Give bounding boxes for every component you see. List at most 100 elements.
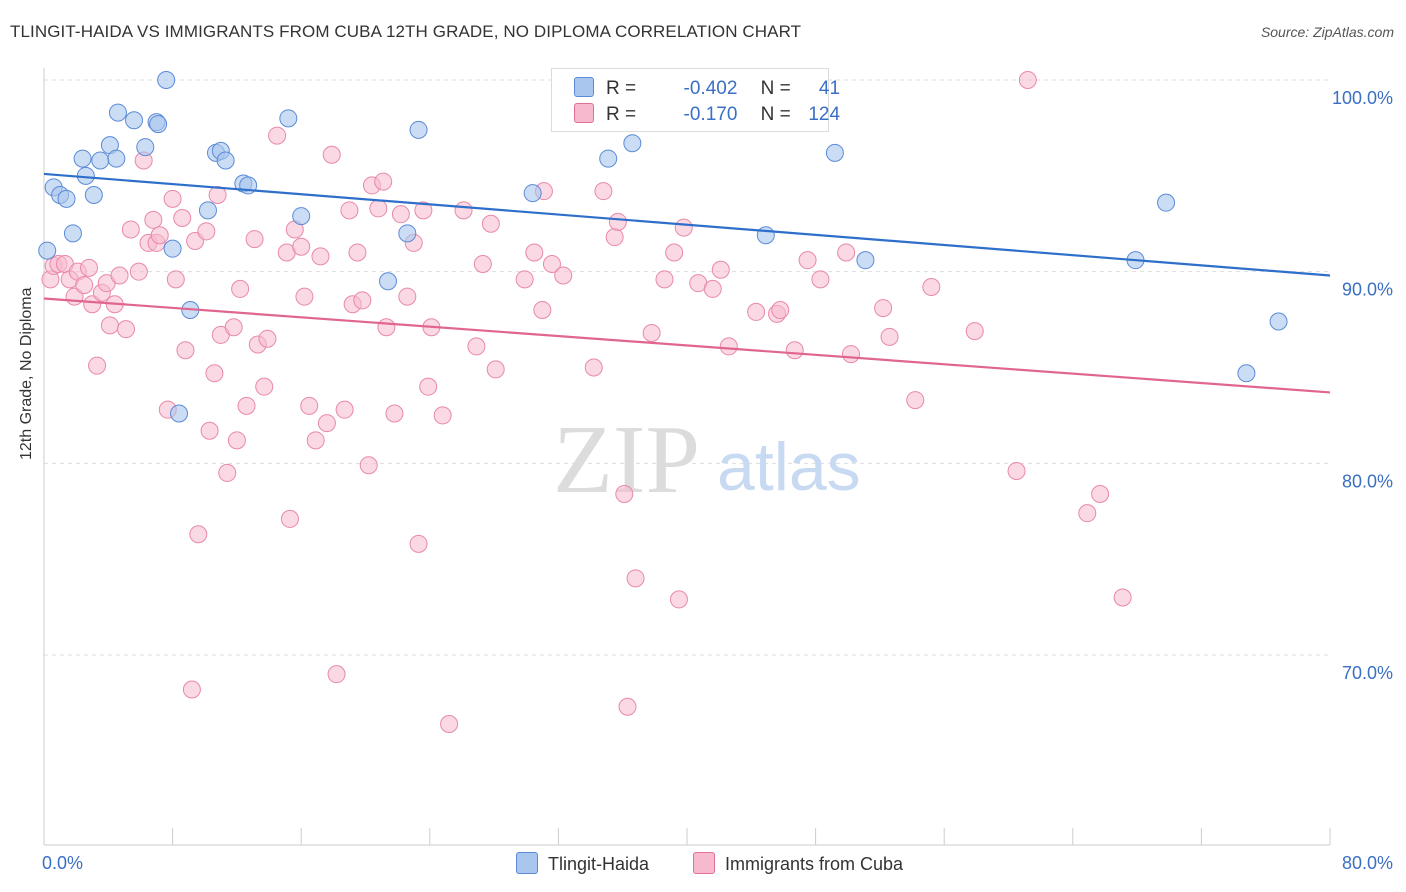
legend-r-label: R = <box>606 78 637 99</box>
data-point-tlingit-haida <box>108 103 127 122</box>
data-point-tlingit-haida <box>398 224 417 243</box>
data-point-immigrants-from-cuba <box>618 697 637 716</box>
data-point-tlingit-haida <box>63 224 82 243</box>
data-point-immigrants-from-cuba <box>554 266 573 285</box>
data-point-immigrants-from-cuba <box>144 210 163 229</box>
x-tick-label: 0.0% <box>42 853 83 873</box>
data-point-immigrants-from-cuba <box>224 318 243 337</box>
data-point-immigrants-from-cuba <box>353 291 372 310</box>
data-point-immigrants-from-cuba <box>391 205 410 224</box>
data-point-immigrants-from-cuba <box>747 302 766 321</box>
data-point-immigrants-from-cuba <box>605 228 624 247</box>
trend-line-tlingit-haida <box>43 172 1331 277</box>
trend-lines <box>43 172 1331 394</box>
trend-line-immigrants-from-cuba <box>43 297 1331 394</box>
data-point-immigrants-from-cuba <box>182 680 201 699</box>
data-point-immigrants-from-cuba <box>719 337 738 356</box>
data-point-immigrants-from-cuba <box>1018 71 1037 89</box>
data-point-immigrants-from-cuba <box>965 322 984 341</box>
data-point-immigrants-from-cuba <box>398 287 417 306</box>
bottom-legend-immigrants-from-cuba: Immigrants from Cuba <box>693 852 903 875</box>
data-point-tlingit-haida <box>84 186 103 204</box>
data-point-immigrants-from-cuba <box>594 182 613 201</box>
data-point-immigrants-from-cuba <box>440 715 459 733</box>
data-point-tlingit-haida <box>170 404 189 423</box>
data-point-immigrants-from-cuba <box>711 260 730 279</box>
data-point-immigrants-from-cuba <box>317 414 336 433</box>
data-point-immigrants-from-cuba <box>80 258 99 277</box>
data-point-immigrants-from-cuba <box>322 145 341 164</box>
data-point-immigrants-from-cuba <box>348 243 367 262</box>
data-point-immigrants-from-cuba <box>409 534 428 553</box>
data-point-immigrants-from-cuba <box>75 276 94 295</box>
watermark-atlas: atlas <box>717 429 861 505</box>
data-point-immigrants-from-cuba <box>311 247 330 266</box>
legend-n-value: 41 <box>818 78 841 99</box>
x-tick-label: 80.0% <box>1342 853 1393 873</box>
data-point-immigrants-from-cuba <box>626 569 645 588</box>
data-point-immigrants-from-cuba <box>1091 485 1110 503</box>
data-point-immigrants-from-cuba <box>486 360 505 379</box>
data-point-tlingit-haida <box>825 143 844 162</box>
data-point-immigrants-from-cuba <box>377 318 396 337</box>
data-point-immigrants-from-cuba <box>674 218 693 237</box>
legend-r-value: -0.170 <box>683 104 738 125</box>
data-point-immigrants-from-cuba <box>359 456 378 475</box>
data-point-immigrants-from-cuba <box>542 255 561 273</box>
data-point-immigrants-from-cuba <box>300 396 319 415</box>
data-point-immigrants-from-cuba <box>189 525 208 544</box>
data-point-immigrants-from-cuba <box>906 391 925 410</box>
bottom-legend-label: Immigrants from Cuba <box>725 854 904 874</box>
data-point-tlingit-haida <box>198 201 217 220</box>
data-point-immigrants-from-cuba <box>245 230 264 249</box>
data-point-immigrants-from-cuba <box>163 189 182 208</box>
data-point-tlingit-haida <box>623 134 642 153</box>
data-point-immigrants-from-cuba <box>237 396 256 415</box>
data-point-immigrants-from-cuba <box>327 665 346 684</box>
legend-swatch-blue <box>574 77 594 97</box>
data-point-immigrants-from-cuba <box>414 201 433 220</box>
legend-r-label: R = <box>606 104 637 125</box>
bottom-legend-label: Tlingit-Haida <box>548 854 650 874</box>
data-point-immigrants-from-cuba <box>176 341 195 360</box>
data-point-immigrants-from-cuba <box>665 243 684 262</box>
data-point-immigrants-from-cuba <box>785 341 804 360</box>
data-point-immigrants-from-cuba <box>116 320 135 339</box>
data-point-immigrants-from-cuba <box>369 199 388 218</box>
x-tick-labels: 0.0% 80.0% <box>42 853 1393 873</box>
legend-swatch-pink <box>574 103 594 123</box>
data-point-immigrants-from-cuba <box>481 214 500 233</box>
data-point-tlingit-haida <box>756 226 775 245</box>
data-point-immigrants-from-cuba <box>433 406 452 425</box>
data-point-tlingit-haida <box>292 207 311 226</box>
data-point-immigrants-from-cuba <box>385 404 404 423</box>
legend-row-tlingit-haida: R = -0.402 N = 41 <box>574 77 840 99</box>
data-point-immigrants-from-cuba <box>467 337 486 356</box>
data-point-tlingit-haida <box>1269 312 1288 331</box>
data-point-immigrants-from-cuba <box>811 270 830 289</box>
data-point-immigrants-from-cuba <box>798 251 817 270</box>
data-point-immigrants-from-cuba <box>200 421 219 440</box>
bottom-legend-swatch-blue <box>516 852 538 874</box>
data-point-immigrants-from-cuba <box>615 485 634 503</box>
data-point-immigrants-from-cuba <box>150 226 169 245</box>
series-tlingit-haida <box>38 71 1288 423</box>
data-point-tlingit-haida <box>107 149 126 168</box>
y-axis-label: 12th Grade, No Diploma <box>18 287 35 460</box>
data-point-immigrants-from-cuba <box>837 243 856 262</box>
data-point-immigrants-from-cuba <box>515 270 534 289</box>
data-point-immigrants-from-cuba <box>922 278 941 296</box>
y-tick-labels: 70.0% 80.0% 90.0% 100.0% <box>1332 88 1393 683</box>
data-point-tlingit-haida <box>1157 193 1176 212</box>
data-point-immigrants-from-cuba <box>268 126 287 145</box>
data-point-immigrants-from-cuba <box>533 301 552 319</box>
data-point-tlingit-haida <box>1237 364 1256 383</box>
data-point-tlingit-haida <box>856 251 875 270</box>
data-point-immigrants-from-cuba <box>1113 588 1132 607</box>
data-point-tlingit-haida <box>57 189 76 208</box>
grid-lines <box>44 79 1330 656</box>
data-point-immigrants-from-cuba <box>608 212 627 231</box>
data-point-immigrants-from-cuba <box>655 270 674 289</box>
data-point-immigrants-from-cuba <box>525 243 544 262</box>
